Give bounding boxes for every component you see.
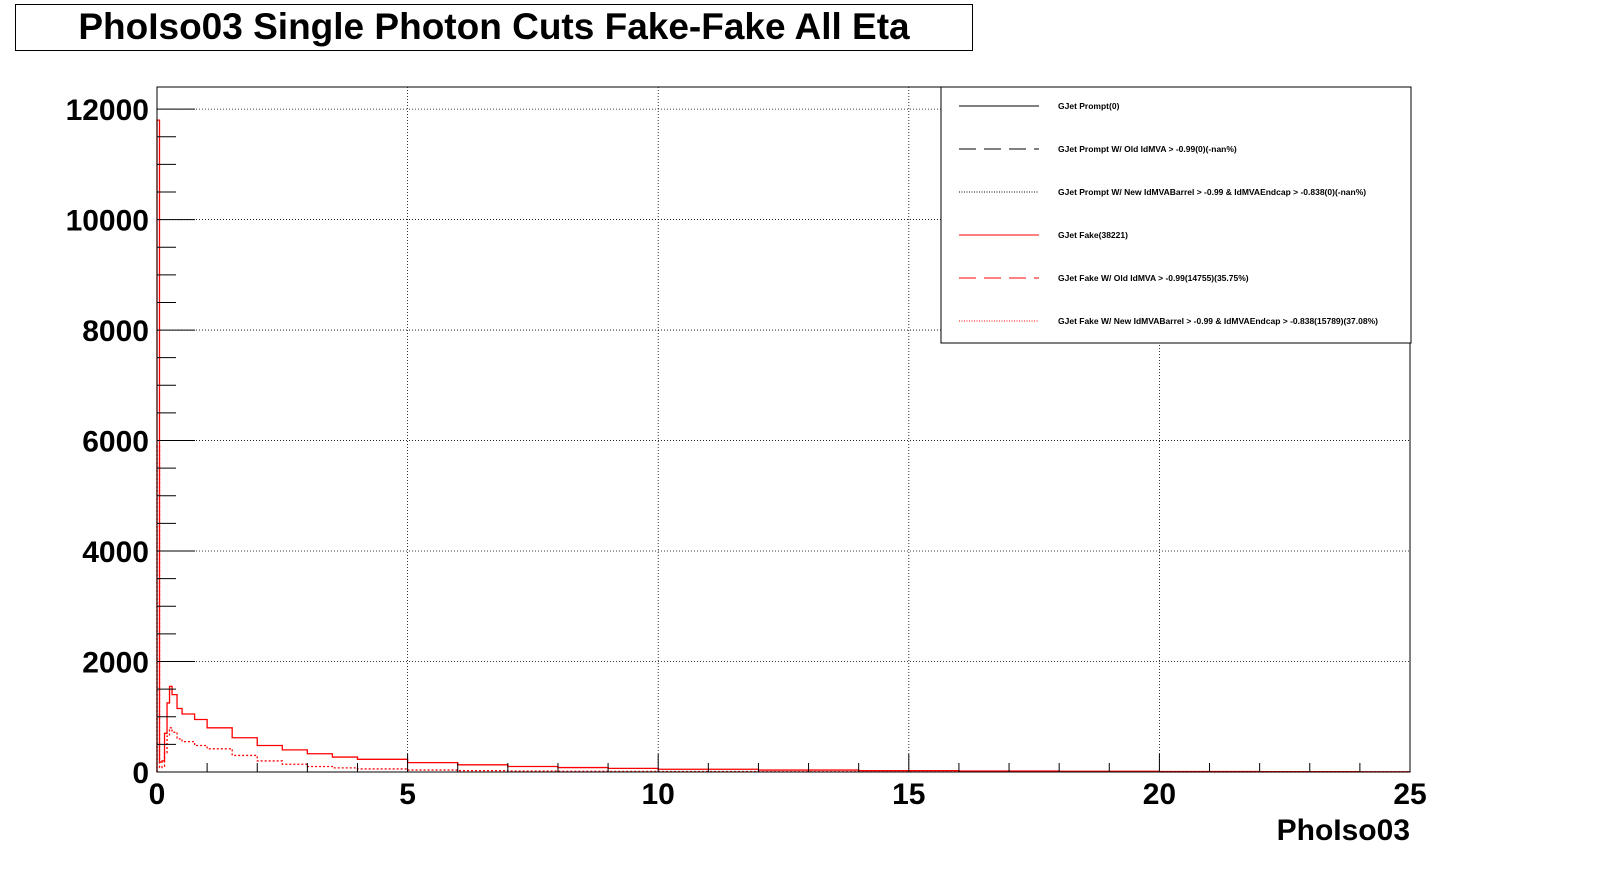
x-tick-label: 15: [892, 778, 925, 811]
y-tick-label: 4000: [82, 536, 149, 569]
y-tick-label: 6000: [82, 426, 149, 459]
legend-label: GJet Prompt W/ New IdMVABarrel > -0.99 &…: [1058, 187, 1366, 197]
x-axis-label: PhoIso03: [1277, 814, 1410, 847]
x-tick-label: 20: [1143, 778, 1176, 811]
axis-layer: 0 5 10 15 20 25 0 2000 4000 6000 8000 10000 12000 Pho…: [66, 94, 1427, 847]
legend-label: GJet Prompt W/ Old IdMVA > -0.99(0)(-nan…: [1058, 144, 1237, 154]
legend-label: GJet Fake W/ Old IdMVA > -0.99(14755)(35…: [1058, 273, 1249, 283]
legend: GJet Prompt(0) GJet Prompt W/ Old IdMVA >…: [940, 86, 1412, 344]
x-tick-label: 5: [399, 778, 416, 811]
y-tick-label: 8000: [82, 315, 149, 348]
title-box: PhoIso03 Single Photon Cuts Fake-Fake Al…: [15, 4, 973, 51]
chart-title: PhoIso03 Single Photon Cuts Fake-Fake Al…: [78, 6, 910, 47]
y-tick-label: 12000: [66, 94, 149, 127]
legend-label: GJet Fake(38221): [1058, 230, 1128, 240]
plot-frame: [156, 86, 1411, 773]
y-tick-label: 2000: [82, 647, 149, 680]
y-tick-label: 10000: [66, 205, 149, 238]
legend-label: GJet Prompt(0): [1058, 101, 1120, 111]
x-tick-label: 10: [642, 778, 675, 811]
legend-box: [940, 86, 1412, 344]
series-line: [156, 445, 1410, 773]
x-tick-label: 25: [1393, 778, 1426, 811]
legend-label: GJet Fake W/ New IdMVABarrel > -0.99 & I…: [1058, 316, 1378, 326]
x-tick-label: 0: [149, 778, 166, 811]
y-tick-label: 0: [132, 757, 149, 790]
